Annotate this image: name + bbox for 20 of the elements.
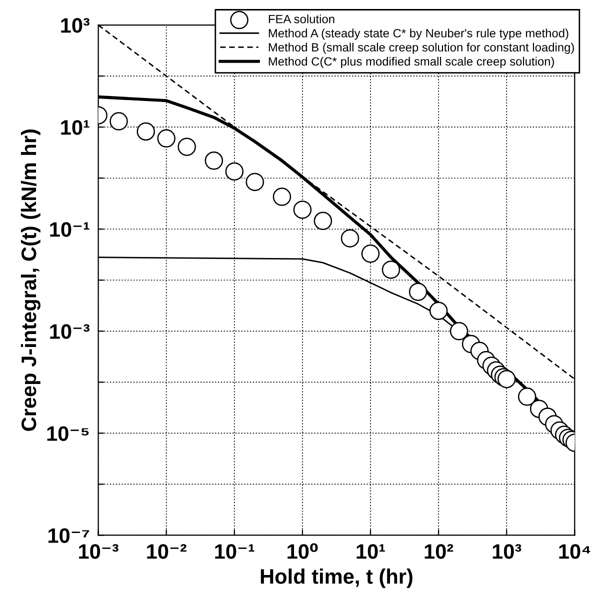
x-tick-label: 10³ bbox=[492, 544, 522, 559]
y-tick-label: 10³ bbox=[61, 18, 90, 33]
x-tick-label: 10¹ bbox=[356, 544, 385, 559]
y-tick-label: 10¹ bbox=[61, 120, 90, 135]
y-tick-label: 10⁻¹ bbox=[50, 222, 90, 237]
x-tick-label: 10⁻¹ bbox=[215, 544, 254, 559]
x-tick-label: 10⁻³ bbox=[79, 544, 118, 559]
legend-label: Method B (small scale creep solution for constant loading) bbox=[268, 42, 574, 54]
y-tick-label: 10⁻⁷ bbox=[48, 528, 90, 543]
legend-label: FEA solution bbox=[268, 14, 334, 24]
x-tick-label: 10⁻² bbox=[147, 544, 186, 559]
y-axis-title: Creep J-integral, C(t) (kN/m hr) bbox=[20, 130, 40, 431]
x-tick-label: 10⁰ bbox=[288, 543, 318, 559]
x-axis-title: Hold time, t (hr) bbox=[260, 568, 412, 588]
x-tick-label: 10⁴ bbox=[559, 544, 590, 559]
x-tick-label: 10² bbox=[424, 544, 454, 559]
legend-label: Method C(C* plus modified small scale creep solution) bbox=[268, 56, 554, 68]
legend-label: Method A (steady state C* by Neuber's rule type method) bbox=[268, 28, 568, 40]
y-tick-label: 10⁻⁵ bbox=[47, 426, 89, 441]
y-tick-label: 10⁻³ bbox=[50, 324, 90, 339]
